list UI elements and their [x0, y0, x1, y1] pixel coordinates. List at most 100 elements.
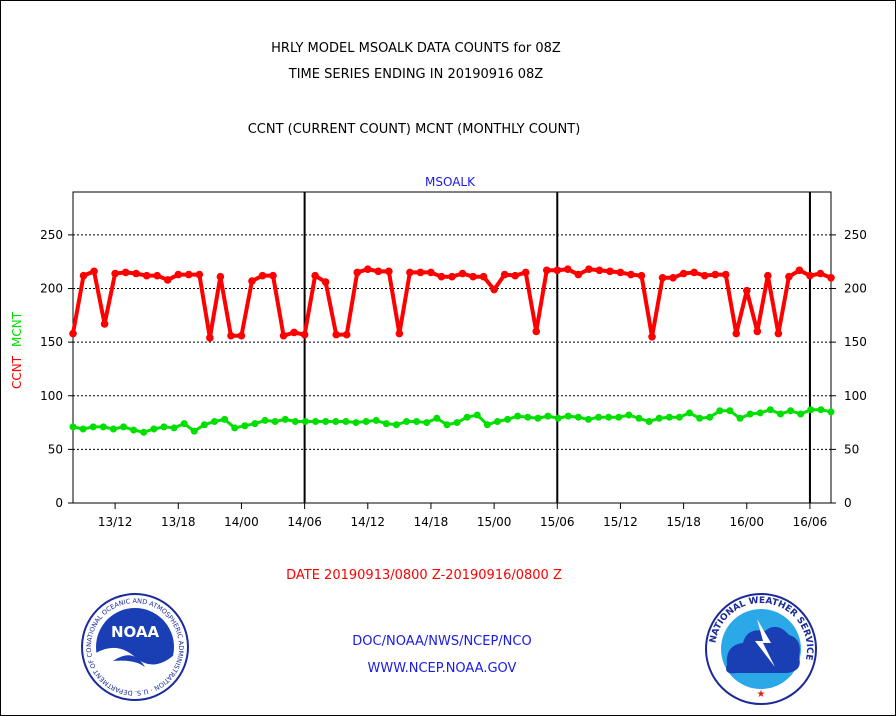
point-ccnt-24 [321, 278, 330, 286]
point-ccnt-16 [237, 331, 246, 340]
point-ccnt-9 [163, 276, 172, 284]
point-mcnt-63 [706, 413, 714, 421]
point-ccnt-7 [142, 271, 151, 280]
point-ccnt-63 [732, 329, 741, 338]
header-line3: CCNT (CURRENT COUNT) MCNT (MONTHLY COUNT… [248, 122, 581, 137]
point-mcnt-69 [766, 406, 774, 414]
point-ccnt-54 [637, 271, 646, 280]
xtick-label-15/12: 15/12 [603, 515, 638, 529]
noaa-logo: NOAA NATIONAL OCEANIC AND ATMOSPHERIC AD… [81, 593, 189, 701]
xtick-label-14/18: 14/18 [414, 515, 449, 529]
point-ccnt-26 [342, 330, 351, 339]
point-ccnt-57 [669, 273, 677, 282]
point-ccnt-11 [185, 270, 193, 279]
point-mcnt-28 [352, 419, 360, 427]
xtick-label-15/06: 15/06 [540, 515, 575, 529]
point-mcnt-37 [443, 421, 451, 429]
point-ccnt-10 [174, 270, 183, 279]
point-mcnt-57 [645, 417, 653, 425]
point-ccnt-3 [100, 320, 109, 328]
point-mcnt-11 [180, 420, 188, 428]
point-ccnt-64 [742, 286, 751, 295]
point-mcnt-39 [463, 413, 471, 421]
xtick-label-13/12: 13/12 [98, 515, 133, 529]
point-mcnt-17 [241, 422, 249, 430]
point-ccnt-65 [753, 327, 762, 336]
point-mcnt-56 [635, 414, 643, 422]
point-ccnt-1 [79, 271, 88, 280]
ytick-label-left-50: 50 [48, 442, 63, 456]
point-mcnt-26 [332, 417, 340, 425]
point-mcnt-71 [787, 407, 795, 415]
point-mcnt-34 [413, 417, 421, 425]
xtick-label-14/12: 14/12 [350, 515, 385, 529]
point-ccnt-17 [248, 277, 256, 285]
point-ccnt-28 [363, 265, 372, 274]
ytick-label-right-150: 150 [844, 335, 867, 349]
ytick-label-right-50: 50 [844, 442, 859, 456]
point-ccnt-5 [121, 268, 130, 277]
ytick-label-left-100: 100 [40, 389, 63, 403]
xtick-label-16/00: 16/00 [729, 515, 764, 529]
point-mcnt-45 [524, 413, 532, 421]
point-mcnt-51 [584, 415, 592, 423]
point-ccnt-4 [111, 269, 119, 278]
point-mcnt-2 [89, 423, 97, 431]
point-mcnt-29 [362, 417, 370, 425]
point-mcnt-24 [312, 417, 320, 425]
point-ccnt-2 [90, 267, 98, 276]
point-ccnt-51 [606, 267, 614, 276]
xtick-label-13/18: 13/18 [161, 515, 196, 529]
point-mcnt-53 [605, 413, 613, 421]
ytick-label-right-0: 0 [844, 496, 852, 510]
point-ccnt-39 [479, 272, 488, 281]
point-ccnt-50 [595, 266, 604, 275]
point-mcnt-47 [544, 412, 552, 420]
point-mcnt-30 [372, 416, 380, 424]
point-ccnt-36 [448, 272, 456, 281]
ytick-label-left-250: 250 [40, 228, 63, 242]
point-ccnt-45 [542, 266, 551, 275]
point-ccnt-47 [564, 265, 572, 274]
point-mcnt-13 [200, 421, 208, 429]
point-mcnt-1 [79, 425, 87, 433]
point-mcnt-3 [99, 423, 107, 431]
point-mcnt-73 [807, 406, 815, 414]
point-ccnt-32 [406, 268, 414, 277]
y-axis-label-ccnt: CCNT [10, 355, 24, 389]
point-ccnt-67 [774, 329, 783, 338]
point-mcnt-52 [595, 413, 603, 421]
point-ccnt-12 [195, 270, 204, 279]
ytick-label-left-200: 200 [40, 282, 63, 296]
point-mcnt-43 [504, 415, 512, 423]
point-ccnt-52 [616, 268, 625, 277]
point-mcnt-12 [190, 427, 198, 435]
xtick-label-15/18: 15/18 [666, 515, 701, 529]
point-ccnt-38 [469, 272, 477, 281]
point-mcnt-32 [392, 421, 400, 429]
xtick-label-15/00: 15/00 [477, 515, 512, 529]
grid-lines [73, 234, 831, 450]
point-ccnt-72 [827, 273, 835, 282]
point-mcnt-20 [271, 417, 279, 425]
point-ccnt-15 [227, 331, 235, 340]
point-ccnt-66 [764, 271, 772, 280]
point-ccnt-42 [511, 271, 519, 280]
point-ccnt-44 [532, 327, 541, 336]
point-mcnt-55 [625, 411, 633, 419]
point-mcnt-68 [756, 409, 764, 417]
point-ccnt-55 [648, 332, 656, 341]
url-link[interactable]: WWW.NCEP.NOAA.GOV [368, 661, 517, 676]
star-icon: ★ [757, 689, 766, 700]
point-mcnt-14 [210, 417, 218, 425]
point-ccnt-53 [627, 270, 635, 279]
ytick-label-left-0: 0 [55, 496, 63, 510]
point-mcnt-62 [696, 414, 704, 422]
point-mcnt-19 [261, 416, 269, 424]
point-mcnt-16 [231, 424, 239, 432]
point-ccnt-62 [721, 270, 730, 279]
point-mcnt-67 [746, 410, 754, 418]
point-ccnt-60 [700, 271, 709, 280]
point-mcnt-35 [423, 419, 431, 427]
